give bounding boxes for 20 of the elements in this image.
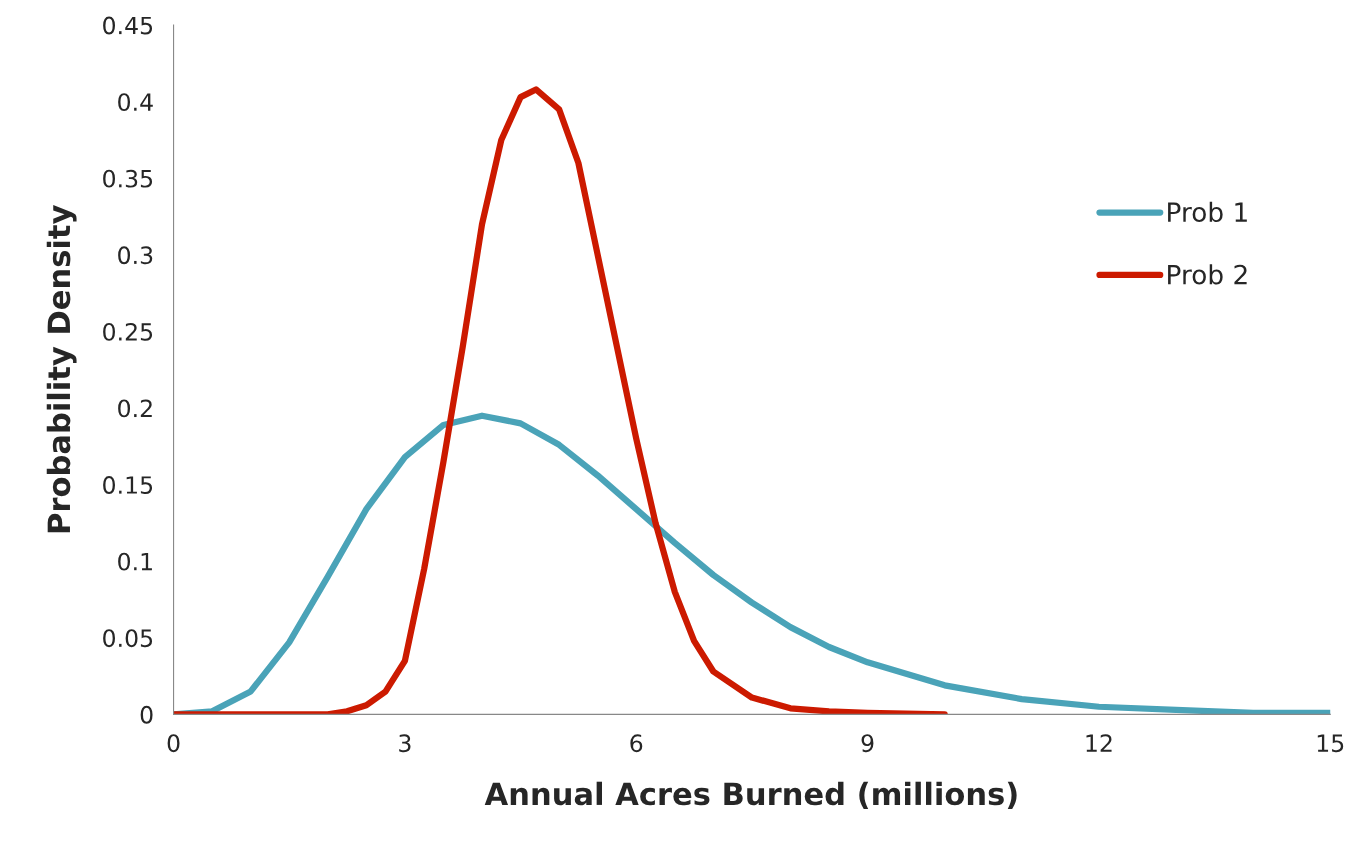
y-tick-label: 0.25 [103, 322, 153, 341]
y-tick-label: 0.4 [118, 93, 153, 112]
legend-label: Prob 2 [1168, 264, 1247, 285]
x-axis-title: Annual Acres Burned (millions) [484, 781, 1017, 809]
y-tick-label: 0.35 [103, 169, 153, 188]
y-tick-label: 0.2 [118, 399, 152, 418]
y-tick-label: 0.45 [103, 16, 153, 35]
x-tick-label: 15 [1317, 734, 1344, 753]
x-tick-label: 3 [399, 734, 411, 753]
x-tick-label: 6 [630, 734, 643, 753]
x-tick-label: 12 [1086, 734, 1112, 752]
y-tick-label: 0.3 [118, 246, 153, 265]
y-tick-label: 0.1 [118, 552, 152, 571]
y-tick-label: 0.05 [103, 629, 153, 648]
x-tick-label: 0 [167, 734, 180, 753]
x-tick-label: 9 [861, 734, 874, 753]
y-tick-label: 0 [140, 705, 153, 724]
y-axis-title: Probability Density [46, 205, 77, 533]
y-tick-label: 0.15 [103, 476, 153, 494]
legend-label: Prob 1 [1168, 201, 1247, 223]
